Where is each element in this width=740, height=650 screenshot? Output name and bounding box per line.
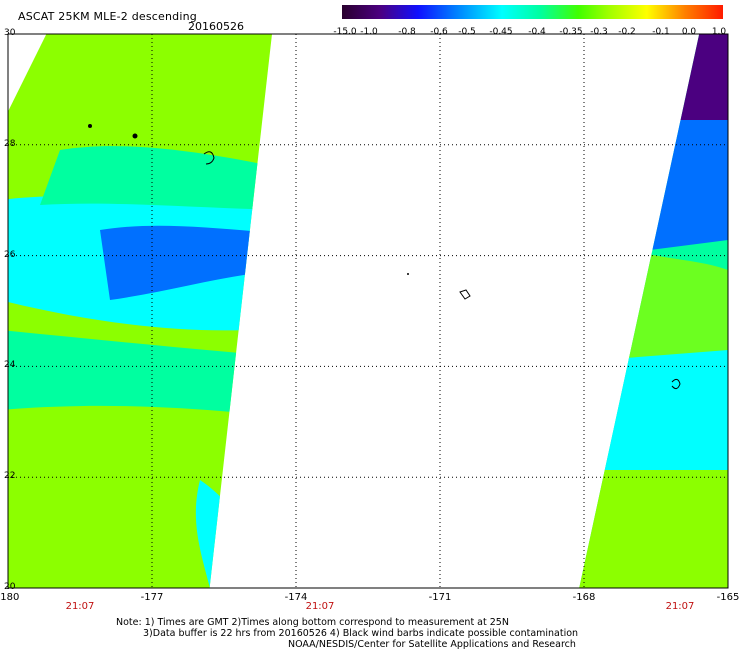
colorbar-label: -0.2 xyxy=(618,27,636,37)
colorbar-label: -15.0 xyxy=(333,27,357,37)
color-scale-bar xyxy=(342,5,723,19)
latitude-tick-label: 22 xyxy=(4,471,16,482)
longitude-tick-label: -177 xyxy=(140,592,164,603)
footer-note-1: Note: 1) Times are GMT 2)Times along bot… xyxy=(116,617,509,628)
colorbar-label: -0.45 xyxy=(489,27,513,37)
lime-region xyxy=(620,250,728,360)
teal-region xyxy=(40,146,272,210)
latitude-tick-label: 30 xyxy=(4,28,16,38)
latitude-tick-label: 26 xyxy=(4,249,16,260)
island-dot xyxy=(88,124,92,128)
east-swath xyxy=(579,34,728,588)
green-region xyxy=(579,470,728,588)
west-swath xyxy=(8,34,345,588)
blue-region xyxy=(650,120,728,250)
island-outline xyxy=(671,378,681,390)
latitude-tick-label: 28 xyxy=(4,138,16,149)
colorbar-label: -0.4 xyxy=(528,27,546,37)
pass-time-label: 21:07 xyxy=(305,601,335,612)
colorbar-label: -1.0 xyxy=(360,27,378,37)
pass-time-label: 21:07 xyxy=(665,601,695,612)
cyan-region xyxy=(590,350,728,470)
longitude-tick-label: -180 xyxy=(0,592,20,603)
longitude-tick-label: -168 xyxy=(572,592,596,603)
island-dot xyxy=(407,273,409,275)
colorbar-label: 0.0 xyxy=(681,27,697,37)
footer-note-2: 3)Data buffer is 22 hrs from 20160526 4)… xyxy=(143,628,579,639)
island-outline xyxy=(459,289,471,300)
colorbar-label: -0.5 xyxy=(458,27,476,37)
latitude-tick-label: 20 xyxy=(4,582,16,592)
cyan-region xyxy=(195,480,270,588)
colorbar-label: -0.35 xyxy=(559,27,583,37)
colorbar-label: -0.3 xyxy=(590,27,608,37)
purple-region xyxy=(680,34,728,120)
latitude-tick-label: 24 xyxy=(4,360,16,371)
colorbar-label: 1.0 xyxy=(711,27,727,37)
island-outline xyxy=(203,151,215,165)
footer-credit: NOAA/NESDIS/Center for Satellite Applica… xyxy=(288,639,576,650)
map-title: ASCAT 25KM MLE-2 descending xyxy=(18,10,197,23)
map-date: 20160526 xyxy=(188,20,244,33)
colorbar-label: -0.6 xyxy=(430,27,448,37)
colorbar-label: -0.1 xyxy=(652,27,670,37)
longitude-tick-label: -174 xyxy=(284,592,308,603)
longitude-tick-label: -171 xyxy=(428,592,452,603)
colorbar-label: -0.8 xyxy=(398,27,416,37)
pass-time-label: 21:07 xyxy=(65,601,95,612)
dark-blue-region xyxy=(310,180,345,250)
longitude-tick-label: -165 xyxy=(716,592,740,603)
island-dot xyxy=(132,133,138,139)
